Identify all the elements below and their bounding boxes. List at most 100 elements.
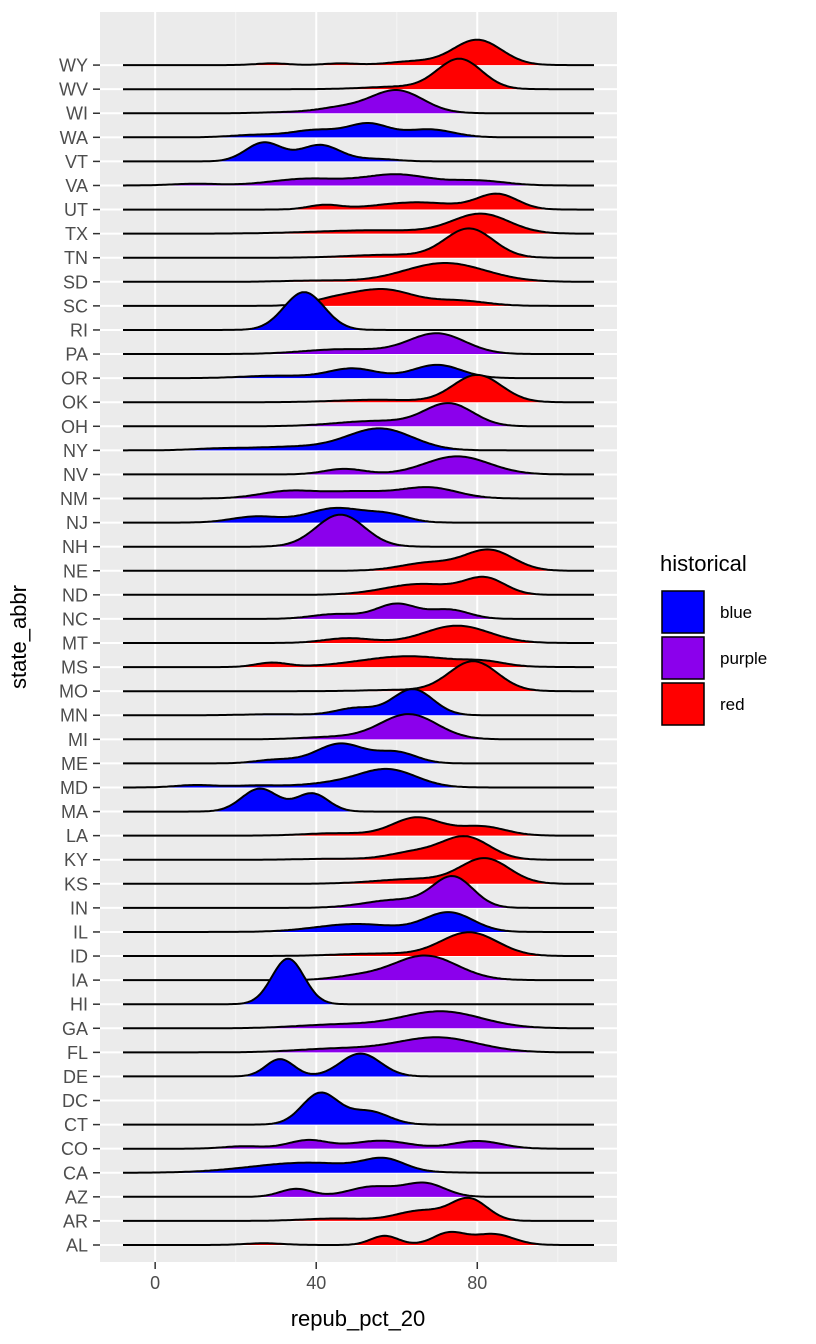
ridge-ME xyxy=(123,742,594,765)
ridge-outline-UT xyxy=(123,192,594,211)
ridge-fill-KY xyxy=(123,836,594,860)
ridge-AL xyxy=(123,1230,594,1246)
y-tick-label-ID: ID xyxy=(70,947,88,967)
y-tick-label-SD: SD xyxy=(63,272,88,292)
ridge-outline-MI xyxy=(123,713,594,741)
ridge-fill-NY xyxy=(123,428,594,451)
ridge-fill-NJ xyxy=(123,507,594,523)
ridge-outline-AZ xyxy=(123,1181,594,1198)
ridge-HI xyxy=(123,957,594,1006)
ridge-outline-MT xyxy=(123,624,594,644)
y-tick-label-LA: LA xyxy=(66,826,88,846)
ridge-LA xyxy=(123,816,594,837)
ridge-fill-GA xyxy=(123,1011,594,1029)
ridge-outline-HI xyxy=(123,957,594,1006)
ridge-KS xyxy=(123,857,594,885)
ridge-SD xyxy=(123,262,594,283)
y-tick-label-NM: NM xyxy=(60,489,88,509)
ridge-fill-WY xyxy=(123,39,594,66)
y-tick-label-NH: NH xyxy=(62,537,88,557)
y-tick-label-WV: WV xyxy=(59,80,88,100)
y-tick-label-ME: ME xyxy=(61,754,88,774)
y-tick-label-WY: WY xyxy=(59,56,88,76)
ridge-IL xyxy=(123,911,594,933)
ridge-outline-WA xyxy=(123,122,594,139)
ridge-NE xyxy=(123,548,594,572)
ridge-fill-MA xyxy=(123,788,594,812)
ridge-outline-NM xyxy=(123,486,594,500)
ridge-outline-CA xyxy=(123,1156,594,1174)
ridge-fill-ND xyxy=(123,576,594,595)
y-tick-label-CT: CT xyxy=(64,1115,88,1135)
ridge-MN xyxy=(123,688,594,717)
y-tick-label-TX: TX xyxy=(65,224,88,244)
y-tick-label-MI: MI xyxy=(68,730,88,750)
ridge-OH xyxy=(123,402,594,428)
y-tick-label-NV: NV xyxy=(63,465,88,485)
x-axis: 0 40 80 xyxy=(150,1262,487,1293)
ridge-fill-AZ xyxy=(123,1182,594,1197)
ridge-outline-CO xyxy=(123,1138,594,1150)
ridge-fill-OK xyxy=(123,374,594,403)
y-tick-label-DE: DE xyxy=(63,1067,88,1087)
ridge-fill-NH xyxy=(123,514,594,547)
ridge-outline-ID xyxy=(123,931,594,957)
y-axis-title: state_abbr xyxy=(6,585,31,689)
ridge-TN xyxy=(123,227,594,259)
ridge-outline-GA xyxy=(123,1010,594,1030)
y-tick-label-OH: OH xyxy=(61,417,88,437)
ridge-outline-VT xyxy=(123,141,594,163)
ridge-NJ xyxy=(123,506,594,524)
y-tick-label-MO: MO xyxy=(59,682,88,702)
ridge-outline-TN xyxy=(123,227,594,259)
y-tick-label-IN: IN xyxy=(70,898,88,918)
ridge-MO xyxy=(123,660,594,693)
y-tick-label-WI: WI xyxy=(66,104,88,124)
ridge-outline-NJ xyxy=(123,506,594,524)
ridge-outline-WV xyxy=(123,57,594,91)
ridge-CA xyxy=(123,1156,594,1174)
ridge-fill-VA xyxy=(123,174,594,186)
ridge-FL xyxy=(123,1036,594,1054)
y-tick-label-OR: OR xyxy=(61,369,88,389)
y-tick-label-TN: TN xyxy=(64,248,88,268)
ridge-MI xyxy=(123,713,594,741)
ridge-ND xyxy=(123,575,594,596)
x-tick-label: 80 xyxy=(467,1273,487,1293)
ridge-outline-MD xyxy=(123,767,594,789)
ridge-AZ xyxy=(123,1181,594,1198)
y-tick-label-MN: MN xyxy=(60,706,88,726)
y-tick-label-AL: AL xyxy=(66,1236,88,1256)
legend-swatch-purple xyxy=(661,636,705,680)
y-tick-label-PA: PA xyxy=(65,345,88,365)
ridge-outline-IA xyxy=(123,954,594,982)
ridge-outline-SC xyxy=(123,288,594,307)
ridge-outline-VA xyxy=(123,173,594,187)
ridge-outline-OH xyxy=(123,402,594,428)
y-tick-label-FL: FL xyxy=(67,1043,88,1063)
y-tick-label-WA: WA xyxy=(60,128,88,148)
ridge-WI xyxy=(123,89,594,115)
ridge-NC xyxy=(123,602,594,620)
y-tick-label-IL: IL xyxy=(73,922,88,942)
y-tick-label-MS: MS xyxy=(61,658,88,678)
y-tick-label-OK: OK xyxy=(62,393,88,413)
ridge-fill-TX xyxy=(123,213,594,234)
ridge-fill-IN xyxy=(123,876,594,908)
ridge-VA xyxy=(123,173,594,187)
y-tick-label-MT: MT xyxy=(62,634,88,654)
ridge-outline-NC xyxy=(123,602,594,620)
y-tick-label-VT: VT xyxy=(65,152,88,172)
y-tick-label-ND: ND xyxy=(62,585,88,605)
x-axis-title: repub_pct_20 xyxy=(291,1306,426,1331)
ridge-IA xyxy=(123,954,594,982)
ridge-outline-FL xyxy=(123,1036,594,1054)
ridge-outline-AR xyxy=(123,1196,594,1222)
y-tick-label-KY: KY xyxy=(64,850,88,870)
y-tick-label-CO: CO xyxy=(61,1139,88,1159)
ridge-fill-NC xyxy=(123,603,594,619)
ridge-fill-NM xyxy=(123,487,594,499)
ridge-outline-LA xyxy=(123,816,594,837)
ridge-NY xyxy=(123,427,594,452)
